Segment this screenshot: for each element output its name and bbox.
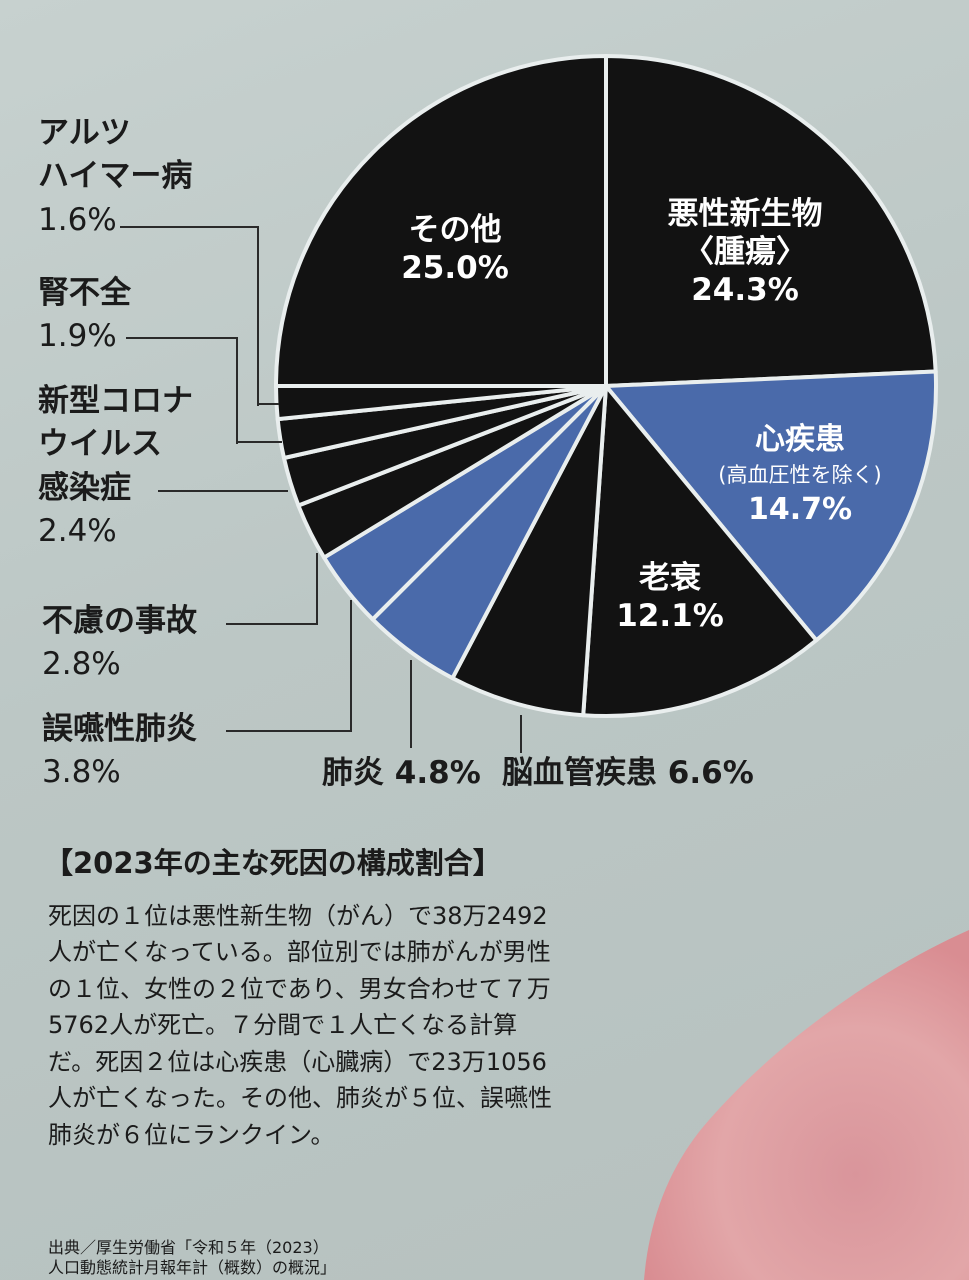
label-accident-pct: 2.8% — [42, 646, 121, 683]
leader-aspiration — [226, 600, 352, 732]
label-covid-l1: 新型コロナ — [38, 383, 193, 419]
label-heart-sub: (高血圧性を除く) — [718, 462, 882, 487]
label-aspiration-l1: 誤嚥性肺炎 — [42, 711, 197, 747]
label-covid-l3: 感染症 — [38, 469, 131, 506]
pie-slice-0 — [604, 54, 938, 388]
label-heart-pct: 14.7% — [747, 492, 853, 528]
pie-slices — [274, 54, 938, 718]
label-other-name: その他 — [408, 212, 502, 248]
label-accident: 不慮の事故 2.8% — [42, 600, 197, 687]
leader-kidney — [126, 337, 238, 444]
source-line-1: 出典／厚生労働省「令和５年（2023） — [48, 1238, 329, 1257]
leader-alzheimer — [120, 226, 259, 406]
label-alzheimer-pct: 1.6% — [38, 201, 117, 238]
label-malignant-name: 悪性新生物 — [667, 196, 823, 232]
label-covid-l2: ウイルス — [38, 426, 162, 463]
leader-cerebro — [520, 715, 522, 753]
chart-title: 【2023年の主な死因の構成割合】 — [44, 846, 502, 880]
label-alzheimer-l1: アルツ — [38, 115, 131, 151]
pie-slice-2 — [581, 384, 819, 718]
caption-text: 死因の１位は悪性新生物（がん）で38万2492人が亡くなっている。部位別では肺が… — [48, 902, 552, 1149]
label-malignant-sub: 〈腫瘍〉 — [683, 233, 807, 270]
leader-accident — [226, 553, 318, 625]
leader-kidney-end — [236, 441, 282, 443]
label-aspiration-pct: 3.8% — [42, 754, 121, 791]
label-kidney-l1: 腎不全 — [38, 275, 131, 311]
leader-covid — [158, 490, 288, 492]
pie-slice-10 — [274, 54, 608, 388]
label-kidney: 腎不全 1.9% — [38, 272, 131, 359]
source-line-2: 人口動態統計月報年計（概数）の概況」 — [48, 1258, 337, 1277]
label-covid: 新型コロナ ウイルス 感染症 2.4% — [38, 380, 193, 554]
label-covid-pct: 2.4% — [38, 513, 117, 550]
label-senility-pct: 12.1% — [616, 597, 724, 634]
leader-pneumonia — [410, 660, 412, 748]
pie-slice-3 — [450, 384, 608, 718]
label-aspiration: 誤嚥性肺炎 3.8% — [42, 708, 197, 795]
label-heart-name: 心疾患 — [755, 422, 845, 457]
label-other: その他 25.0% — [370, 212, 540, 288]
pie-slice-1 — [604, 369, 938, 643]
leader-alzheimer-end — [257, 403, 279, 405]
pie-chart — [274, 54, 938, 718]
label-pneumonia: 肺炎 4.8% — [322, 755, 481, 791]
label-heart: 心疾患 (高血圧性を除く) 14.7% — [690, 422, 910, 529]
source-note: 出典／厚生労働省「令和５年（2023） 人口動態統計月報年計（概数）の概況」 — [48, 1238, 336, 1278]
label-alzheimer-l2: ハイマー病 — [38, 158, 193, 195]
label-accident-l1: 不慮の事故 — [42, 603, 197, 639]
label-malignant: 悪性新生物 〈腫瘍〉 24.3% — [640, 196, 850, 309]
label-alzheimer: アルツ ハイマー病 1.6% — [38, 112, 192, 242]
label-senility: 老衰 12.1% — [610, 560, 730, 636]
label-other-pct: 25.0% — [401, 249, 509, 286]
label-senility-name: 老衰 — [639, 560, 701, 596]
label-kidney-pct: 1.9% — [38, 318, 117, 355]
label-malignant-pct: 24.3% — [691, 271, 799, 308]
finger-photo-decoration — [644, 930, 969, 1280]
label-cerebro: 脳血管疾患 6.6% — [502, 755, 754, 791]
